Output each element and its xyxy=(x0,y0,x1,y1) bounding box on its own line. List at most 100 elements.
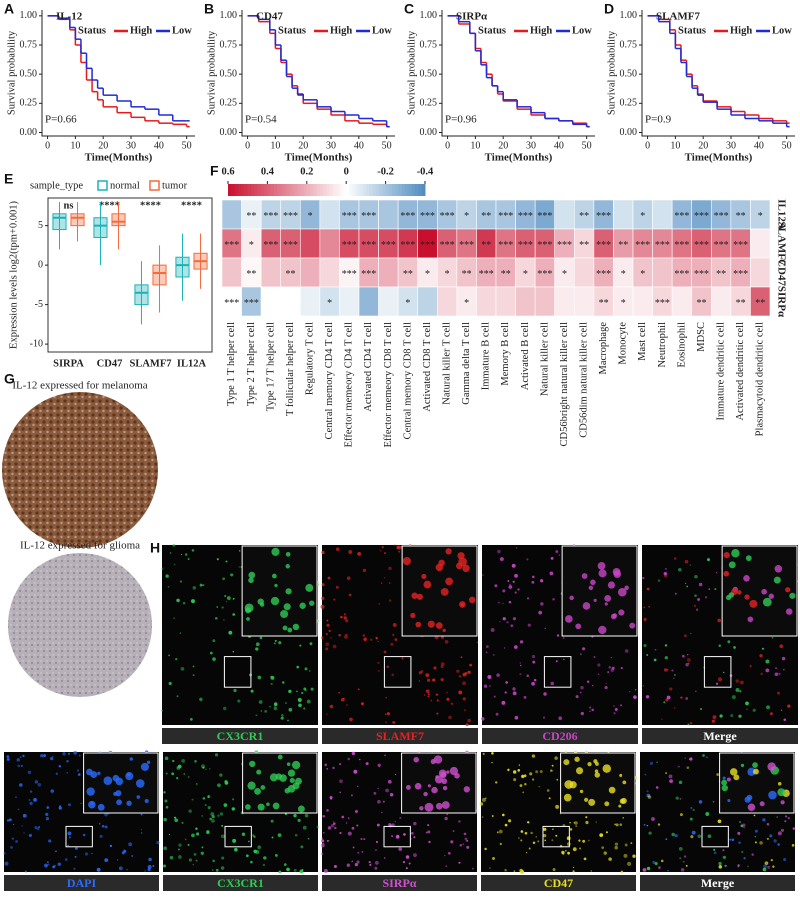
inset-speckle xyxy=(271,573,277,579)
image-speckle xyxy=(224,594,227,598)
significance: *** xyxy=(655,298,670,309)
image-speckle xyxy=(223,706,227,711)
image-speckle xyxy=(526,597,530,600)
image-speckle xyxy=(351,751,356,756)
inset-speckle xyxy=(767,762,776,771)
image-speckle xyxy=(212,639,216,643)
inset-speckle xyxy=(620,797,627,804)
inset-speckle xyxy=(277,754,283,760)
image-speckle xyxy=(192,674,195,677)
image-speckle xyxy=(572,866,575,869)
panel-label: G xyxy=(4,371,15,387)
image-speckle xyxy=(580,685,584,690)
image-speckle xyxy=(489,867,491,869)
significance: *** xyxy=(694,211,709,222)
image-speckle xyxy=(270,675,274,679)
image-speckle xyxy=(514,573,518,578)
inset-speckle xyxy=(423,791,428,797)
y-tick-label: 0.75 xyxy=(620,39,638,50)
x-tick-label: 0 xyxy=(445,140,450,151)
inset-speckle xyxy=(602,764,612,773)
x-tick-label: 10 xyxy=(470,140,480,151)
inset-speckle xyxy=(275,773,283,780)
image-speckle xyxy=(769,712,773,716)
image-speckle xyxy=(661,718,663,720)
image-speckle xyxy=(152,864,155,868)
image-speckle xyxy=(673,677,675,679)
inset-speckle xyxy=(618,609,625,616)
significance: *** xyxy=(596,211,611,222)
x-tick-label: 20 xyxy=(698,140,708,151)
column-label: Memory B cell xyxy=(500,322,511,386)
image-speckle xyxy=(310,687,314,691)
image-speckle xyxy=(300,845,304,849)
inset-speckle xyxy=(598,569,607,578)
image-speckle xyxy=(447,851,451,855)
image-speckle xyxy=(689,721,693,725)
image-speckle xyxy=(776,816,778,818)
image-speckle xyxy=(381,582,383,584)
colorbar-label: 0 xyxy=(344,166,349,177)
image-speckle xyxy=(221,824,224,827)
inset-speckle xyxy=(246,617,250,621)
image-speckle xyxy=(375,840,379,844)
inset-speckle xyxy=(433,755,443,764)
inset-speckle xyxy=(598,625,607,635)
y-tick-label: -10 xyxy=(30,338,43,349)
image-speckle xyxy=(460,656,463,659)
image-speckle xyxy=(360,702,364,706)
image-speckle xyxy=(737,831,741,835)
image-speckle xyxy=(175,657,178,661)
image-speckle xyxy=(691,830,696,835)
image-speckle xyxy=(464,709,466,711)
image-speckle xyxy=(446,697,450,701)
image-speckle xyxy=(277,833,282,838)
colorbar-segment xyxy=(296,184,301,196)
image-speckle xyxy=(464,837,468,841)
image-speckle xyxy=(104,858,109,863)
inset-speckle xyxy=(140,762,150,771)
inset-speckle xyxy=(282,625,288,631)
significance: *** xyxy=(361,240,376,251)
km-title: CD47 xyxy=(256,11,283,23)
image-speckle xyxy=(507,768,510,772)
x-tick-label: 50 xyxy=(582,140,592,151)
significance: *** xyxy=(655,240,670,251)
inset-speckle xyxy=(584,797,589,802)
column-label: Regulatory T cell xyxy=(304,322,315,395)
image-speckle xyxy=(48,839,52,843)
image-speckle xyxy=(389,582,391,584)
image-speckle xyxy=(754,829,758,833)
significance: *** xyxy=(244,298,259,309)
image-speckle xyxy=(583,857,587,861)
image-speckle xyxy=(38,826,41,829)
inset-speckle xyxy=(129,757,134,761)
legend-label: High xyxy=(130,25,152,36)
image-speckle xyxy=(718,861,722,866)
inset-speckle xyxy=(259,602,265,607)
image-speckle xyxy=(513,778,517,782)
x-axis-title: Time(Months) xyxy=(85,152,153,164)
image-speckle xyxy=(772,865,775,868)
inset-speckle xyxy=(587,761,592,767)
colorbar-segment xyxy=(247,184,252,196)
image-speckle xyxy=(646,587,650,591)
image-speckle xyxy=(225,600,228,603)
image-speckle xyxy=(282,681,285,684)
inset-speckle xyxy=(245,804,251,810)
inset-speckle xyxy=(728,592,735,598)
image-speckle xyxy=(55,850,57,853)
image-speckle xyxy=(733,646,736,649)
image-speckle xyxy=(346,576,351,580)
significance: * xyxy=(562,269,567,280)
image-speckle xyxy=(29,801,33,805)
image-speckle xyxy=(491,815,494,818)
image-speckle xyxy=(288,707,293,712)
image-speckle xyxy=(683,855,687,858)
image-speckle xyxy=(678,567,682,572)
image-speckle xyxy=(731,838,735,842)
image-speckle xyxy=(643,617,647,621)
significance: *** xyxy=(263,211,278,222)
column-label: Plasmacytoid dendritic cell xyxy=(755,322,766,436)
image-speckle xyxy=(345,822,348,824)
